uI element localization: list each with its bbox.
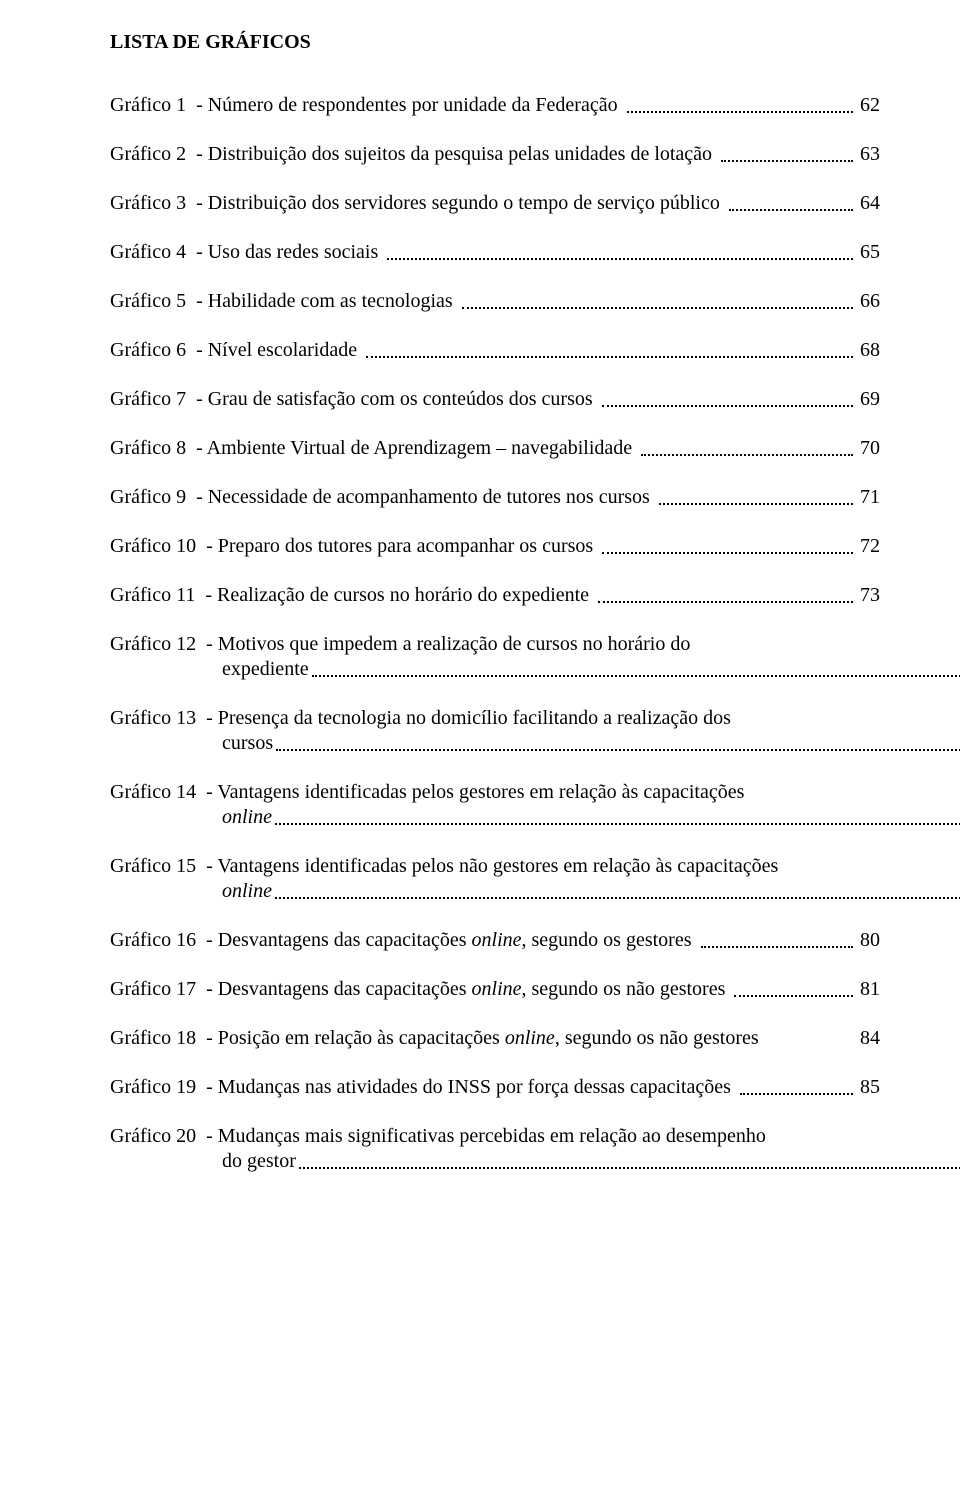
entry-last-line: cursos75 [110,731,960,756]
list-item: Gráfico 20 - Mudanças mais significativa… [110,1124,880,1174]
entry-label: Gráfico 1 - Número de respondentes por u… [110,93,624,118]
page-number: 63 [856,142,880,167]
entry-line: Gráfico 13 - Presença da tecnologia no d… [110,706,880,731]
entry-label: Gráfico 17 - Desvantagens das capacitaçõ… [110,977,731,1002]
page-number: 66 [856,289,880,314]
list-item: Gráfico 11 - Realização de cursos no hor… [110,583,880,608]
page-number: 68 [856,338,880,363]
page-title: LISTA DE GRÁFICOS [110,30,880,55]
dot-leader [627,110,853,113]
dot-leader [729,208,853,211]
entry-label: Gráfico 9 - Necessidade de acompanhament… [110,485,656,510]
entry-text: online [222,879,272,904]
entry-label: Gráfico 19 - Mudanças nas atividades do … [110,1075,737,1100]
entry-label: Gráfico 4 - Uso das redes sociais [110,240,384,265]
page-number: 72 [856,534,880,559]
entry-line: Gráfico 20 - Mudanças mais significativa… [110,1124,880,1149]
page-number: 73 [856,583,880,608]
entry-last-line: online78 [110,879,960,904]
dot-leader [602,551,853,554]
entry-last-line: do gestor86 [110,1149,960,1174]
dot-leader [721,159,853,162]
list-item: Gráfico 10 - Preparo dos tutores para ac… [110,534,880,559]
entry-text: online [222,805,272,830]
page-number: 64 [856,191,880,216]
entry-line: Gráfico 14 - Vantagens identificadas pel… [110,780,880,805]
entry-label: Gráfico 13 - Presença da tecnologia no d… [110,707,737,729]
page-number: 85 [856,1075,880,1100]
dot-leader [299,1166,960,1169]
dot-leader [312,674,960,677]
dot-leader [275,896,960,899]
entry-label: Gráfico 5 - Habilidade com as tecnologia… [110,289,459,314]
page-number: 62 [856,93,880,118]
page-number: 70 [856,436,880,461]
list-item: Gráfico 12 - Motivos que impedem a reali… [110,632,880,682]
entry-text: do gestor [222,1149,296,1174]
page-number: 84 [856,1026,880,1051]
list-item: Gráfico 13 - Presença da tecnologia no d… [110,706,880,756]
entry-label: Gráfico 10 - Preparo dos tutores para ac… [110,534,599,559]
entries-list: Gráfico 1 - Número de respondentes por u… [110,93,880,1174]
dot-leader [462,306,853,309]
list-item: Gráfico 17 - Desvantagens das capacitaçõ… [110,977,880,1002]
list-item: Gráfico 14 - Vantagens identificadas pel… [110,780,880,830]
page-number: 71 [856,485,880,510]
entry-label: Gráfico 16 - Desvantagens das capacitaçõ… [110,928,698,953]
list-item: Gráfico 1 - Número de respondentes por u… [110,93,880,118]
entry-line: Gráfico 12 - Motivos que impedem a reali… [110,632,880,657]
entry-label: Gráfico 8 - Ambiente Virtual de Aprendiz… [110,436,638,461]
dot-leader [734,994,853,997]
entry-last-line: online77 [110,805,960,830]
list-item: Gráfico 2 - Distribuição dos sujeitos da… [110,142,880,167]
entry-label: Gráfico 14 - Vantagens identificadas pel… [110,781,750,803]
entry-label: Gráfico 6 - Nível escolaridade [110,338,363,363]
entry-label: Gráfico 15 - Vantagens identificadas pel… [110,855,784,877]
dot-leader [659,502,853,505]
page-number: 65 [856,240,880,265]
entry-label: Gráfico 11 - Realização de cursos no hor… [110,583,595,608]
entry-label: Gráfico 12 - Motivos que impedem a reali… [110,633,696,655]
entry-label: Gráfico 2 - Distribuição dos sujeitos da… [110,142,718,167]
page-number: 69 [856,387,880,412]
list-item: Gráfico 6 - Nível escolaridade 68 [110,338,880,363]
dot-leader [641,453,853,456]
dot-leader [602,404,853,407]
list-item: Gráfico 18 - Posição em relação às capac… [110,1026,880,1051]
list-item: Gráfico 7 - Grau de satisfação com os co… [110,387,880,412]
entry-label: Gráfico 3 - Distribuição dos servidores … [110,191,726,216]
entry-label: Gráfico 20 - Mudanças mais significativa… [110,1125,772,1147]
page-number: 80 [856,928,880,953]
dot-leader [701,945,854,948]
list-item: Gráfico 5 - Habilidade com as tecnologia… [110,289,880,314]
entry-text: cursos [222,731,273,756]
dot-leader [275,822,960,825]
list-item: Gráfico 3 - Distribuição dos servidores … [110,191,880,216]
list-item: Gráfico 4 - Uso das redes sociais 65 [110,240,880,265]
dot-leader [598,600,853,603]
page: LISTA DE GRÁFICOS Gráfico 1 - Número de … [0,0,960,1503]
list-item: Gráfico 9 - Necessidade de acompanhament… [110,485,880,510]
entry-line: Gráfico 15 - Vantagens identificadas pel… [110,854,880,879]
dot-leader [740,1092,853,1095]
page-number: 81 [856,977,880,1002]
dot-leader [387,257,853,260]
list-item: Gráfico 15 - Vantagens identificadas pel… [110,854,880,904]
entry-text: expediente [222,657,309,682]
dot-leader [276,748,960,751]
list-item: Gráfico 16 - Desvantagens das capacitaçõ… [110,928,880,953]
entry-label: Gráfico 18 - Posição em relação às capac… [110,1026,765,1051]
list-item: Gráfico 19 - Mudanças nas atividades do … [110,1075,880,1100]
dot-leader [366,355,853,358]
entry-label: Gráfico 7 - Grau de satisfação com os co… [110,387,599,412]
list-item: Gráfico 8 - Ambiente Virtual de Aprendiz… [110,436,880,461]
entry-last-line: expediente74 [110,657,960,682]
